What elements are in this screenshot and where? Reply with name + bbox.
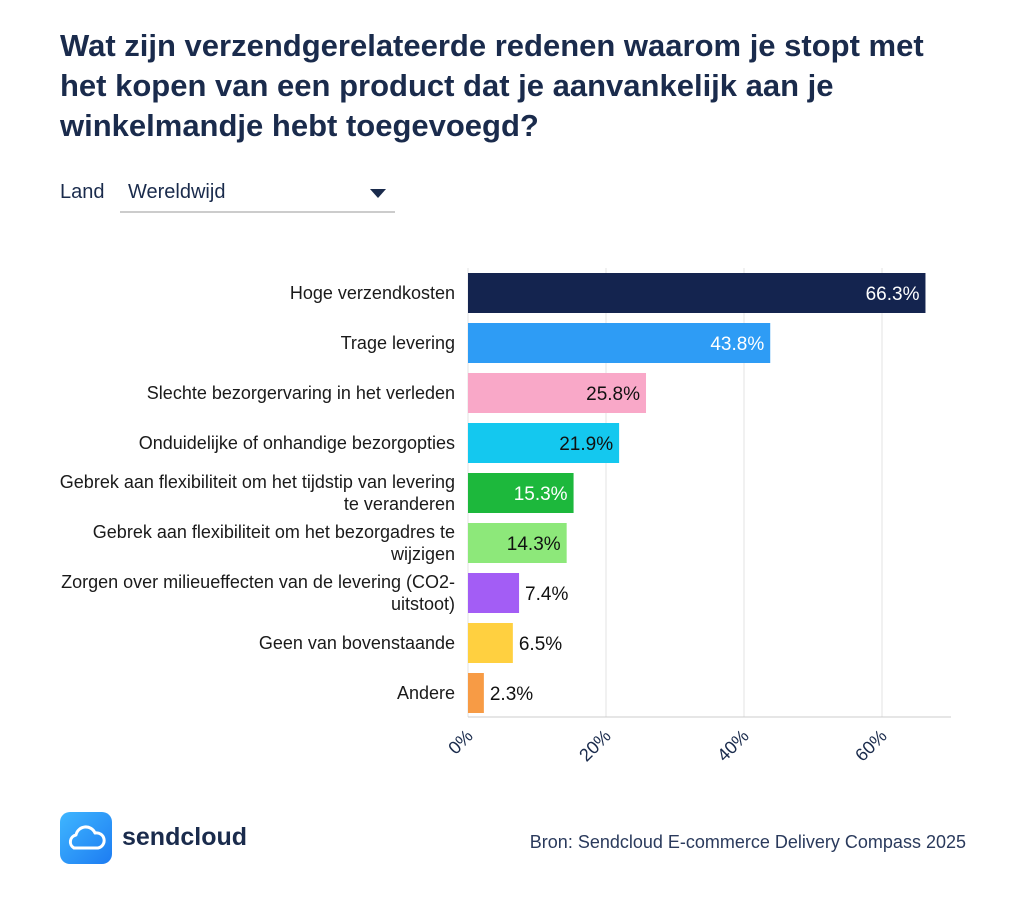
x-tick-label: 20% [575, 726, 615, 766]
category-label: Gebrek aan flexibiliteit om het tijdstip… [59, 472, 455, 514]
bar [468, 423, 620, 463]
value-label: 14.3% [507, 534, 561, 555]
logo-icon [60, 812, 112, 864]
value-label: 25.8% [586, 384, 640, 405]
chart-title: Wat zijn verzendgerelateerde redenen waa… [60, 28, 924, 143]
category-label: Slechte bezorgervaring in het verleden [146, 383, 455, 403]
bar [468, 523, 567, 563]
value-label: 43.8% [710, 334, 764, 355]
filter-value[interactable]: Wereldwijd [128, 181, 226, 203]
bar [468, 323, 771, 363]
x-tick-label: 60% [851, 726, 891, 766]
value-label: 15.3% [514, 484, 568, 505]
bar [468, 673, 484, 713]
logo-cloud [68, 825, 106, 850]
bar [468, 373, 647, 413]
x-tick-label: 40% [713, 726, 753, 766]
value-label: 6.5% [519, 634, 562, 655]
bar [468, 473, 574, 513]
category-label: Trage levering [340, 333, 455, 353]
category-label: Gebrek aan flexibiliteit om het bezorgad… [92, 522, 455, 564]
value-label: 7.4% [525, 584, 568, 605]
logo-text: sendcloud [122, 823, 248, 851]
dropdown-arrow[interactable] [370, 189, 386, 198]
category-label: Onduidelijke of onhandige bezorgopties [138, 433, 455, 453]
bar [468, 623, 513, 663]
value-label: 21.9% [559, 434, 613, 455]
filter-label: Land [60, 181, 105, 203]
x-tick-label: 0% [444, 726, 477, 759]
category-label: Zorgen over milieueffecten van de leveri… [61, 572, 455, 614]
category-label: Geen van bovenstaande [258, 633, 455, 653]
category-label: Andere [396, 683, 455, 703]
bar [468, 573, 520, 613]
value-label: 2.3% [490, 684, 533, 705]
bar [468, 273, 926, 313]
source: Bron: Sendcloud E-commerce Delivery Comp… [529, 832, 966, 852]
category-label: Hoge verzendkosten [289, 283, 455, 303]
value-label: 66.3% [866, 284, 920, 305]
